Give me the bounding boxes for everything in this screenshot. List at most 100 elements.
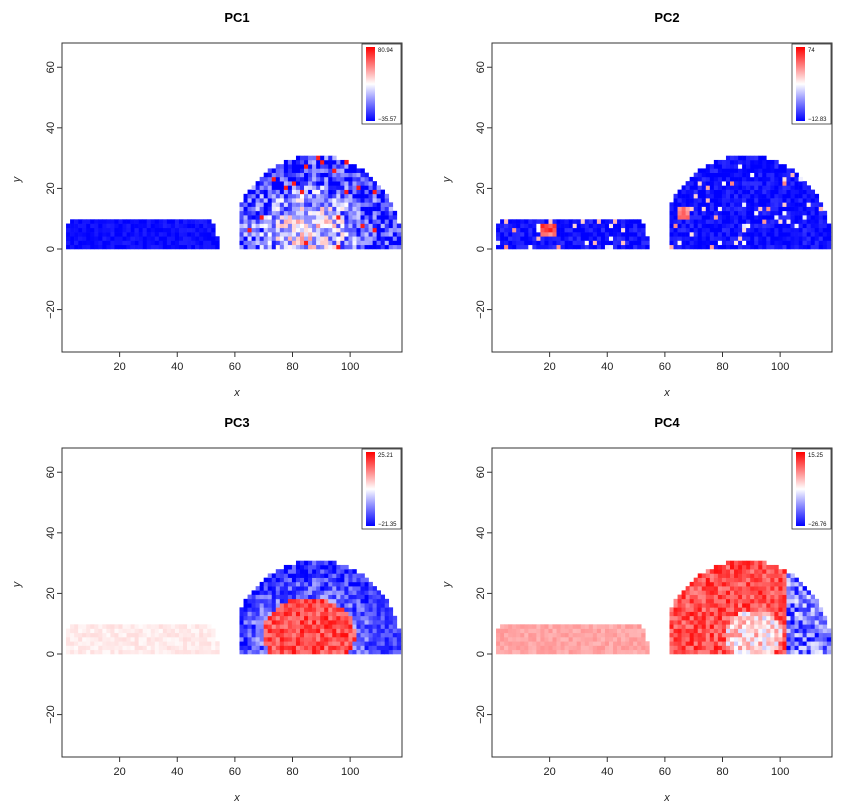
heatmap-cell [600,223,606,229]
heatmap-cell [320,641,325,646]
heatmap-cell [360,581,365,587]
heatmap-cell [332,244,337,250]
heatmap-cell [360,210,365,216]
heatmap-cell [778,219,783,224]
heatmap-cell [548,236,553,241]
heatmap-cell [300,641,305,646]
heatmap-cell [818,223,824,229]
heatmap-cell [721,569,727,574]
heatmap-cell [324,210,329,216]
heatmap-cell [372,227,377,233]
heatmap-cell [592,645,598,651]
heatmap-cell [584,244,590,250]
heatmap-cell [697,649,703,655]
heatmap-cell [786,232,791,237]
heatmap-cell [496,641,501,646]
heatmap-cell [596,227,602,233]
heatmap-cell [762,193,767,199]
heatmap-cell [544,645,549,651]
heatmap-cell [291,189,297,195]
heatmap-cell [336,232,341,237]
heatmap-cell [158,624,164,629]
heatmap-cell [259,607,264,612]
heatmap-cell [798,628,803,634]
heatmap-cell [500,223,505,229]
heatmap-cell [556,232,561,237]
heatmap-cell [798,632,803,638]
heatmap-cell [279,181,285,186]
heatmap-cell [814,198,820,203]
heatmap-cell [742,611,747,617]
heatmap-cell [810,198,816,203]
heatmap-cell [110,641,115,646]
heatmap-cell [279,202,285,207]
heatmap-cell [174,641,180,646]
heatmap-cell [312,620,317,625]
heatmap-cell [239,215,244,220]
heatmap-cell [746,189,751,195]
heatmap-cell [396,223,402,229]
heatmap-cell [295,615,301,621]
heatmap-cell [291,624,297,629]
heatmap-cell [162,632,168,638]
heatmap-cell [742,628,747,634]
heatmap-cell [275,198,281,203]
heatmap-cell [754,624,759,629]
heatmap-cell [584,223,590,229]
heatmap-cell [580,624,586,629]
heatmap-cell [275,611,281,617]
heatmap-cell [130,232,135,237]
heatmap-cell [344,628,349,634]
heatmap-cell [138,219,143,224]
heatmap-cell [717,202,723,207]
heatmap-cell [774,244,779,250]
heatmap-cell [90,236,95,241]
heatmap-cell [191,649,196,655]
heatmap-cell [364,645,369,651]
heatmap-cell [822,620,828,625]
heatmap-cell [267,594,273,600]
heatmap-cell [130,628,135,634]
heatmap-cell [384,607,390,612]
heatmap-cell [312,649,317,655]
heatmap-cell [738,155,743,161]
heatmap-cell [154,641,160,646]
heatmap-cell [336,581,341,587]
heatmap-cell [802,590,807,595]
heatmap-cell [512,641,517,646]
heatmap-cell [721,223,727,229]
heatmap-cell [576,637,582,642]
heatmap-cell [392,223,398,229]
heatmap-cell [324,586,329,591]
heatmap-cell [746,649,751,655]
heatmap-cell [782,223,787,229]
heatmap-cell [308,632,313,638]
heatmap-cell [790,645,795,651]
heatmap-cell [548,232,553,237]
heatmap-cell [263,611,269,617]
heatmap-cell [516,628,521,634]
heatmap-cell [348,598,353,604]
heatmap-cell [283,645,289,651]
heatmap-cell [336,586,341,591]
heatmap-cell [372,210,377,216]
heatmap-cell [336,624,341,629]
heatmap-cell [340,573,345,578]
heatmap-cell [102,632,107,638]
heatmap-cell [287,172,293,178]
heatmap-cell [782,168,787,173]
heatmap-cell [328,193,333,199]
heatmap-cell [556,645,561,651]
heatmap-cell [713,159,719,165]
heatmap-cell [798,649,803,655]
heatmap-cell [348,215,353,220]
heatmap-cell [669,244,674,250]
heatmap-cell [721,645,727,651]
heatmap-cell [580,219,586,224]
heatmap-cell [762,219,767,224]
heatmap-cell [717,615,723,621]
heatmap-cell [721,637,727,642]
heatmap-cell [697,168,703,173]
heatmap-cell [94,223,99,229]
heatmap-cell [738,573,743,578]
